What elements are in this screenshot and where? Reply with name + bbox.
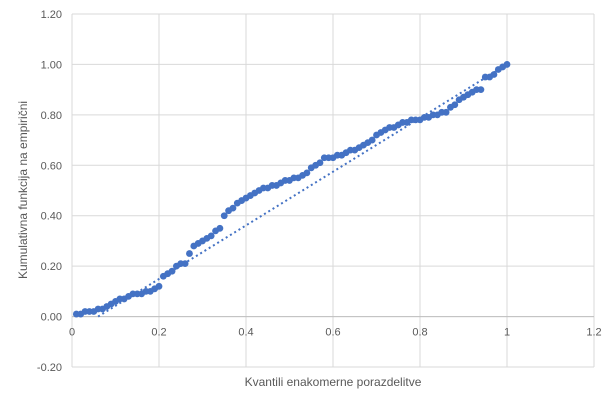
data-point [442, 108, 450, 116]
data-point [490, 71, 498, 78]
data-point [451, 101, 459, 109]
x-tick-label: 1 [504, 327, 510, 339]
data-points [72, 61, 511, 318]
y-tick-label: 0.00 [41, 312, 62, 324]
y-tick-label: 0.40 [41, 211, 62, 223]
y-tick-label: 1.00 [41, 59, 62, 71]
x-axis-title: Kvantili enakomerne porazdelitve [245, 375, 422, 389]
data-point [220, 212, 228, 220]
gridlines [71, 13, 595, 368]
x-tick-label: 1.2 [586, 327, 601, 339]
x-tick-label: 0.4 [238, 327, 253, 339]
data-point [168, 267, 176, 275]
data-point [155, 282, 163, 290]
data-point [186, 250, 193, 257]
y-tick-label: -0.20 [37, 362, 62, 374]
data-point [303, 169, 311, 177]
data-point [216, 224, 224, 232]
y-tick-label: 0.80 [41, 110, 62, 122]
x-tick-label: 0.6 [325, 327, 340, 339]
y-tick-label: 0.60 [41, 160, 62, 172]
y-axis-title: Kumulativna funkcija na empirični [16, 101, 30, 279]
x-tick-label: 0 [69, 327, 75, 339]
data-point [503, 61, 511, 68]
data-point [316, 159, 324, 167]
x-axis-ticks: 0 0.2 0.4 0.6 0.8 1 1.2 [69, 327, 602, 339]
data-point [207, 232, 215, 240]
x-tick-label: 0.8 [412, 327, 427, 339]
data-point [368, 136, 376, 144]
data-point [181, 260, 189, 268]
data-point [477, 86, 485, 94]
y-tick-label: 0.20 [41, 261, 62, 273]
x-tick-label: 0.2 [151, 327, 166, 339]
y-tick-label: 1.20 [41, 9, 62, 21]
data-point [229, 204, 237, 212]
y-axis-ticks: -0.20 0.00 0.20 0.40 0.60 0.80 1.00 1.20 [37, 9, 62, 374]
